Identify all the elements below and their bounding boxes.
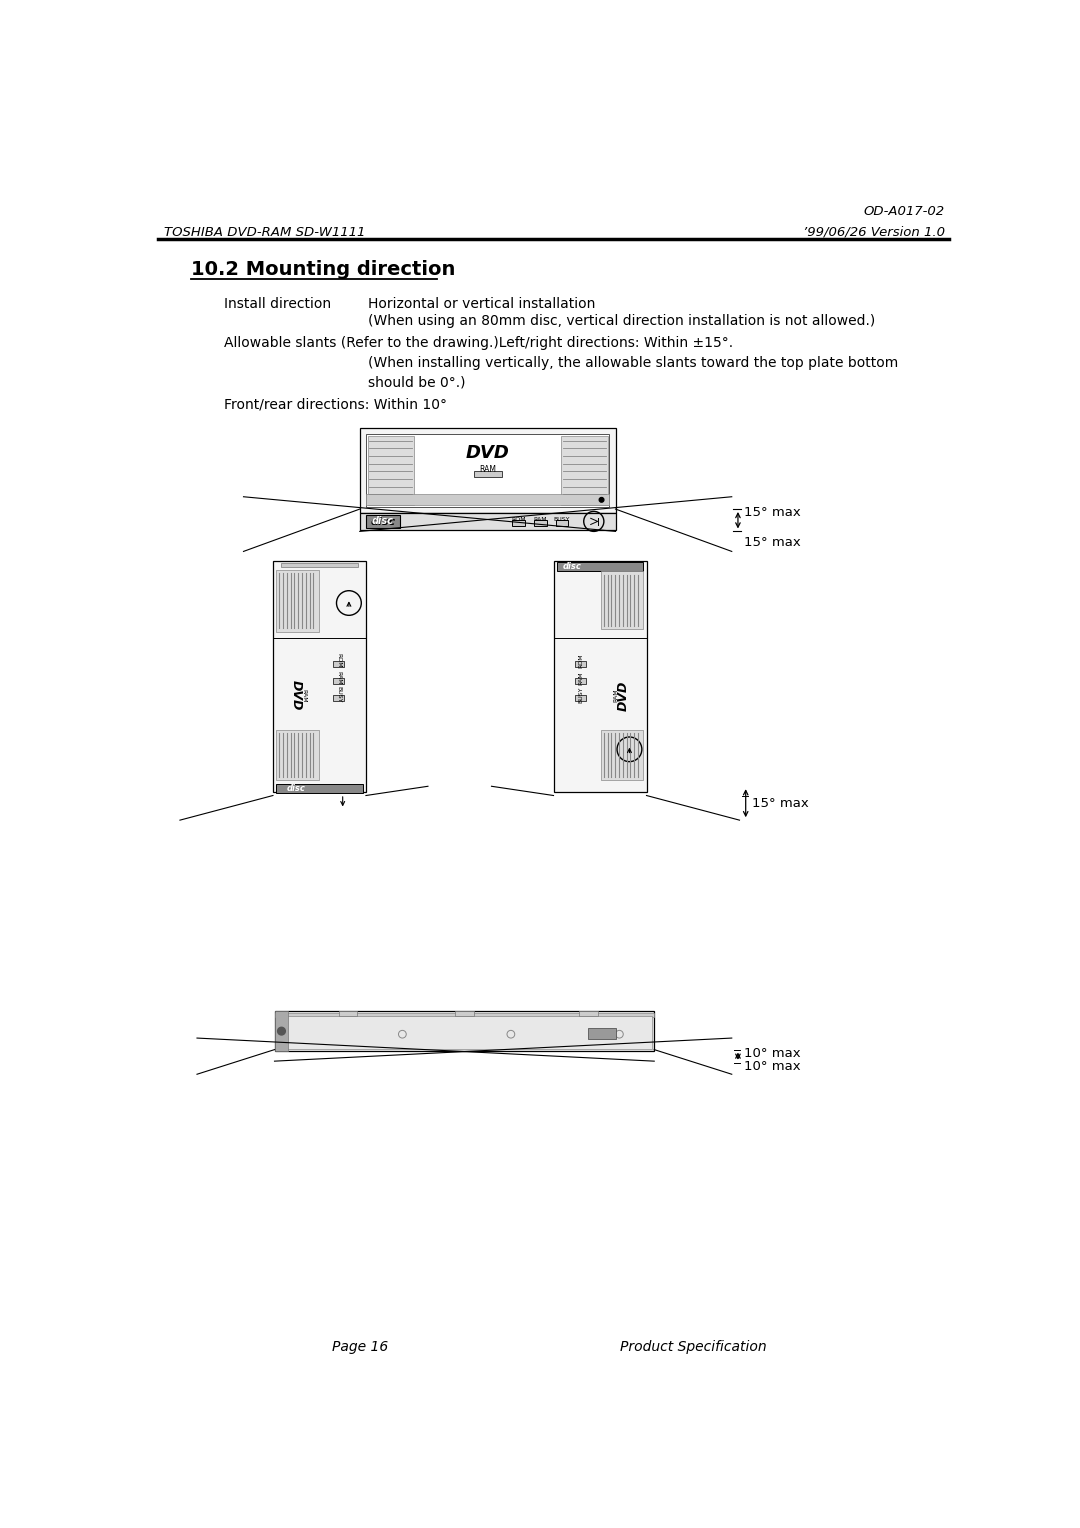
Text: RAM: RAM [480,466,496,474]
Text: 10° max: 10° max [744,1060,800,1073]
Bar [535,520,546,526]
Bar [334,695,345,701]
Bar [556,520,568,526]
Text: DVD: DVD [465,445,510,461]
Bar [339,1012,357,1016]
Bar [512,520,525,526]
Text: RAM: RAM [534,516,548,521]
Text: Product Specification: Product Specification [620,1340,767,1354]
Bar [366,495,609,506]
Text: disc: disc [370,516,395,527]
Bar [366,434,609,507]
Text: BUSY: BUSY [578,686,583,703]
Bar [600,730,644,781]
Text: disc: disc [287,784,306,793]
Circle shape [278,1027,285,1034]
Text: (When using an 80mm disc, vertical direction installation is not allowed.): (When using an 80mm disc, vertical direc… [367,315,875,329]
Text: ROM: ROM [578,654,583,668]
Text: RAM: RAM [336,671,341,685]
Text: should be 0°.): should be 0°.) [367,376,465,390]
Bar [366,515,400,527]
Text: ROM: ROM [336,654,341,668]
Text: 15° max: 15° max [744,536,801,550]
Bar [579,1012,597,1016]
Text: (When installing vertically, the allowable slants toward the top plate bottom: (When installing vertically, the allowab… [367,356,897,370]
Bar [576,678,586,685]
Text: 10.2 Mounting direction: 10.2 Mounting direction [191,260,455,280]
Bar [276,1016,652,1048]
Text: RAM: RAM [301,689,307,703]
Text: DVD: DVD [617,680,630,711]
Bar [274,1013,654,1018]
Text: Allowable slants (Refer to the drawing.)Left/right directions: Within ±15°.: Allowable slants (Refer to the drawing.)… [225,336,733,350]
Bar [334,678,345,685]
Bar [562,435,608,506]
Bar [276,784,363,793]
Bar [334,660,345,666]
Text: RAM: RAM [578,671,583,685]
Text: Install direction: Install direction [225,298,332,312]
Bar [576,695,586,701]
Bar [554,561,647,792]
Text: disc: disc [373,516,394,526]
Bar [576,660,586,666]
Bar [455,1012,474,1016]
Bar [589,1028,616,1039]
Bar [273,561,366,792]
Bar [360,513,616,530]
Text: TOSHIBA DVD-RAM SD-W1111: TOSHIBA DVD-RAM SD-W1111 [164,226,366,238]
Bar [276,570,319,631]
Text: RAM: RAM [613,689,618,703]
Bar [274,1012,654,1051]
Text: Page 16: Page 16 [332,1340,388,1354]
Text: 15° max: 15° max [744,506,801,520]
Bar [281,562,359,567]
Text: BUSY: BUSY [336,686,341,703]
Text: Horizontal or vertical installation: Horizontal or vertical installation [367,298,595,312]
Text: BUSY: BUSY [554,516,570,521]
Text: ’99/06/26 Version 1.0: ’99/06/26 Version 1.0 [802,226,945,238]
Text: DVD: DVD [289,680,302,711]
Bar [360,428,616,513]
Bar [556,562,644,571]
Text: OD-A017-02: OD-A017-02 [864,205,945,219]
Bar [367,435,414,506]
Text: disc: disc [563,562,581,571]
Text: ROM: ROM [511,516,526,521]
Bar [274,1012,288,1051]
Bar [276,730,319,781]
FancyBboxPatch shape [474,471,501,477]
Circle shape [599,498,604,503]
Bar [600,571,644,630]
Text: Front/rear directions: Within 10°: Front/rear directions: Within 10° [225,397,447,411]
Text: 15° max: 15° max [752,796,809,810]
Text: 10° max: 10° max [744,1047,800,1060]
